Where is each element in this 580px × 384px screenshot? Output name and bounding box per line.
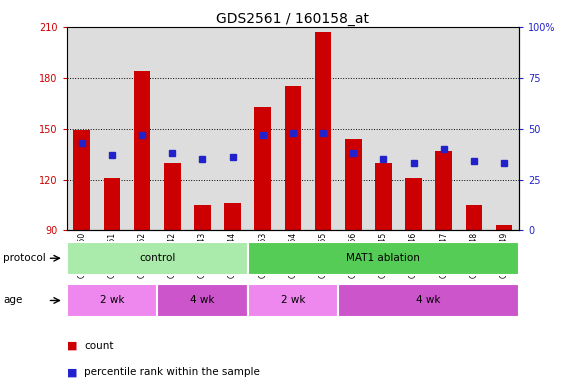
Text: age: age: [3, 295, 22, 306]
Bar: [496, 225, 512, 230]
Text: percentile rank within the sample: percentile rank within the sample: [84, 367, 260, 377]
Bar: [345, 139, 361, 230]
Bar: [466, 205, 482, 230]
Bar: [104, 178, 120, 230]
Text: ■: ■: [67, 341, 81, 351]
Bar: [255, 107, 271, 230]
Text: MAT1 ablation: MAT1 ablation: [346, 253, 420, 263]
Bar: [436, 151, 452, 230]
Bar: [194, 205, 211, 230]
Bar: [74, 130, 90, 230]
Text: protocol: protocol: [3, 253, 46, 263]
Bar: [375, 162, 392, 230]
Text: 4 wk: 4 wk: [416, 295, 441, 306]
Text: ■: ■: [67, 367, 81, 377]
Bar: [164, 162, 180, 230]
Bar: [338, 284, 519, 317]
Bar: [315, 32, 331, 230]
Bar: [285, 86, 301, 230]
Bar: [248, 284, 338, 317]
Bar: [157, 284, 248, 317]
Bar: [67, 242, 248, 275]
Bar: [67, 284, 157, 317]
Bar: [224, 203, 241, 230]
Text: 4 wk: 4 wk: [190, 295, 215, 306]
Text: control: control: [139, 253, 175, 263]
Bar: [248, 242, 519, 275]
Bar: [405, 178, 422, 230]
Text: count: count: [84, 341, 114, 351]
Text: 2 wk: 2 wk: [100, 295, 124, 306]
Bar: [134, 71, 150, 230]
Text: 2 wk: 2 wk: [281, 295, 305, 306]
Title: GDS2561 / 160158_at: GDS2561 / 160158_at: [216, 12, 369, 26]
